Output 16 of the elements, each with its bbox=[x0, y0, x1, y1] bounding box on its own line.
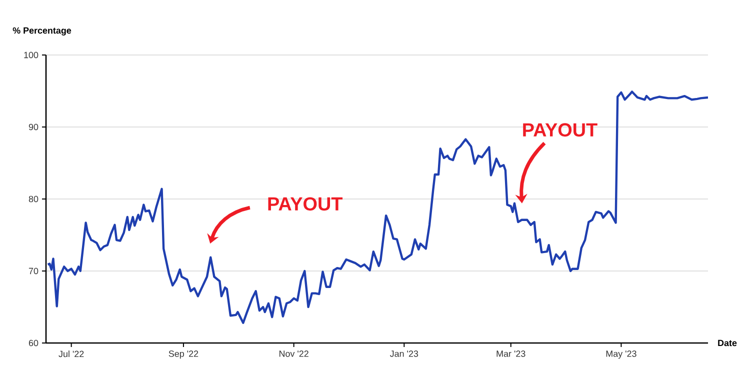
x-tick-label: Jul '22 bbox=[58, 350, 84, 358]
y-tick-label: 90 bbox=[28, 124, 38, 130]
x-tick-label: Jan '23 bbox=[390, 350, 418, 357]
x-tick-label: May '23 bbox=[606, 350, 636, 359]
x-tick-label: Nov '22 bbox=[279, 350, 308, 357]
x-tick-label: Mar '23 bbox=[496, 350, 526, 357]
x-tick-label: Sep '22 bbox=[168, 350, 198, 359]
line-series bbox=[46, 90, 708, 324]
annotation: PAYOUT bbox=[523, 123, 598, 137]
x-axis-title: Date bbox=[718, 340, 737, 346]
y-axis-title: % Percentage bbox=[12, 27, 72, 36]
y-tick-label: 80 bbox=[28, 196, 38, 202]
y-tick-label: 70 bbox=[28, 268, 38, 274]
annotation: PAYOUT bbox=[268, 197, 343, 211]
y-tick-label: 100 bbox=[24, 52, 38, 58]
y-tick-label: 60 bbox=[28, 340, 38, 346]
